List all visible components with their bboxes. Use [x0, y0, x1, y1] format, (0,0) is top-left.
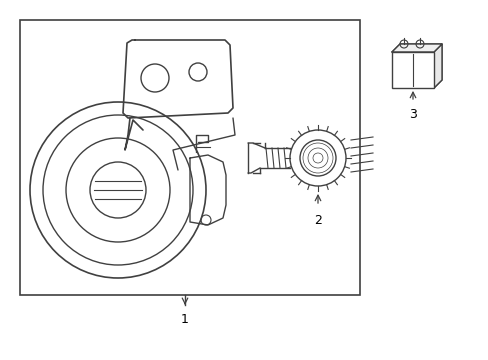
Text: 3: 3 — [408, 108, 416, 121]
Polygon shape — [433, 44, 441, 88]
Text: 2: 2 — [313, 214, 321, 227]
Polygon shape — [391, 44, 441, 52]
Bar — [391, 52, 433, 88]
Bar — [20, 20, 359, 295]
Text: 1: 1 — [181, 313, 188, 326]
